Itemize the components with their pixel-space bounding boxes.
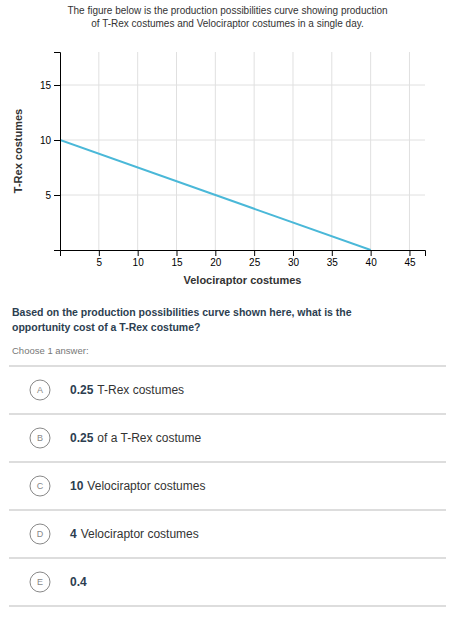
y-grid-line: [60, 85, 425, 86]
x-tick-label: 40: [366, 257, 378, 268]
answer-value[interactable]: 0.4: [70, 575, 87, 589]
answer-value[interactable]: 0.25: [70, 431, 94, 445]
ppc-line: [60, 140, 371, 250]
x-tick-mark: [138, 250, 139, 256]
answer-option[interactable]: C 10Velociraptor costumes: [30, 476, 205, 496]
separator: [9, 462, 446, 463]
x-tick: 30: [288, 250, 300, 268]
x-tick-mark: [254, 250, 255, 256]
y-tick-label: 15: [40, 80, 52, 91]
x-grid-line: [409, 52, 410, 250]
x-tick-mark: [99, 250, 100, 256]
x-tick: 45: [404, 250, 416, 268]
y-tick: 15: [40, 80, 60, 91]
answer-circle[interactable]: [30, 380, 50, 400]
x-grid-line: [370, 52, 371, 250]
y-tick-mark: [54, 195, 60, 196]
chart-title: The figure below is the production possi…: [67, 5, 387, 16]
x-tick-label: 45: [404, 257, 416, 268]
separator: [9, 558, 446, 559]
answer-value[interactable]: 4: [70, 527, 77, 541]
y-axis: 5 10 15: [40, 53, 61, 251]
y-axis-line: [54, 53, 61, 251]
separator: [9, 366, 446, 367]
x-axis-title: Velociraptor costumes: [184, 274, 302, 286]
y-tick-label: 10: [40, 135, 52, 146]
separator: [9, 510, 446, 511]
x-tick-label: 20: [210, 257, 222, 268]
answer-letter[interactable]: B: [37, 433, 43, 443]
x-tick: 35: [327, 250, 339, 268]
answer-option[interactable]: B 0.25of a T-Rex costume: [30, 428, 202, 448]
answer-unit[interactable]: Velociraptor costumes: [81, 527, 199, 541]
answer-circle[interactable]: [30, 476, 50, 496]
y-tick-mark: [54, 85, 60, 86]
answer-letter[interactable]: D: [37, 529, 44, 539]
answer-circle[interactable]: [30, 524, 50, 544]
x-grid-line: [292, 52, 293, 250]
x-axis-line: [61, 251, 426, 257]
chart-svg: The figure below is the production possi…: [0, 0, 455, 624]
question-text: Based on the production possibilities cu…: [12, 306, 352, 318]
answer-option[interactable]: E 0.4: [30, 572, 87, 592]
separator: [9, 606, 446, 607]
x-tick-label: 5: [97, 257, 103, 268]
x-tick-mark: [371, 250, 372, 256]
y-tick-mark: [54, 140, 60, 141]
grid: [60, 52, 425, 250]
question-text: opportunity cost of a T-Rex costume?: [12, 321, 200, 333]
x-tick-mark: [332, 250, 333, 256]
x-tick-mark: [176, 250, 177, 256]
y-grid-line: [60, 195, 425, 196]
x-tick-label: 15: [171, 257, 183, 268]
answer-letter[interactable]: C: [37, 481, 44, 491]
x-tick-mark: [293, 250, 294, 256]
x-tick-mark: [409, 250, 410, 256]
x-tick: 40: [366, 250, 378, 268]
x-grid-line: [254, 52, 255, 250]
y-tick-label: 5: [45, 190, 51, 201]
x-grid-line: [215, 52, 216, 250]
x-tick-mark: [215, 250, 216, 256]
x-grid-line: [176, 52, 177, 250]
x-tick: 20: [210, 250, 222, 268]
plot-area: [60, 140, 371, 250]
x-grid-line: [137, 52, 138, 250]
answer-letter[interactable]: E: [37, 577, 43, 587]
chart-container: The figure below is the production possi…: [0, 0, 455, 624]
answer-circle[interactable]: [30, 428, 50, 448]
x-tick-label: 30: [288, 257, 300, 268]
x-grid-line: [331, 52, 332, 250]
x-tick-label: 35: [327, 257, 339, 268]
x-tick: 5: [97, 250, 103, 268]
instruction-text: Choose 1 answer:: [12, 345, 89, 356]
answer-option[interactable]: A 0.25T-Rex costumes: [30, 380, 184, 400]
question-section: Based on the production possibilities cu…: [9, 306, 446, 606]
answer-unit[interactable]: of a T-Rex costume: [97, 431, 201, 445]
answer-unit[interactable]: Velociraptor costumes: [87, 479, 205, 493]
answer-value[interactable]: 0.25: [70, 383, 94, 397]
x-grid-line: [98, 52, 99, 250]
y-grid-line: [60, 140, 425, 141]
x-tick-label: 25: [249, 257, 261, 268]
x-tick: 10: [133, 250, 145, 268]
x-axis: 5 10 15 20 25 30 35 40 45: [61, 250, 426, 268]
y-axis-title: T-Rex costumes: [12, 109, 24, 193]
answer-letter[interactable]: A: [37, 385, 43, 395]
answer-option[interactable]: D 4 Velociraptor costumes: [30, 524, 199, 544]
x-tick: 25: [249, 250, 261, 268]
chart-title: of T-Rex costumes and Velociraptor costu…: [91, 18, 364, 29]
answer-unit[interactable]: T-Rex costumes: [97, 383, 184, 397]
answer-circle[interactable]: [30, 572, 50, 592]
x-tick: 15: [171, 250, 183, 268]
y-tick: 10: [40, 135, 60, 146]
y-tick: 5: [45, 190, 60, 201]
x-tick-label: 10: [133, 257, 145, 268]
separator: [9, 414, 446, 415]
answer-value[interactable]: 10: [70, 479, 84, 493]
